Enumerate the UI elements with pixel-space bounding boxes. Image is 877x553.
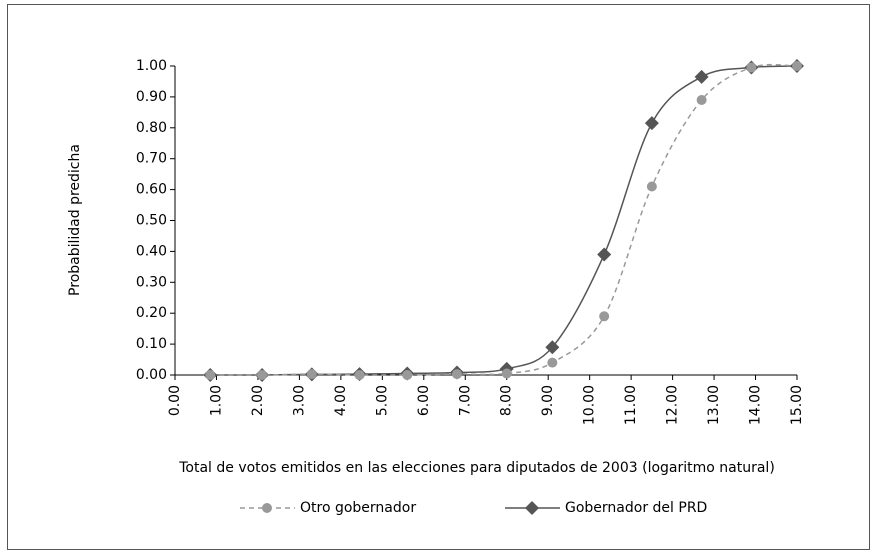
y-tick-label: 0.50 <box>136 213 167 229</box>
y-tick-label: 0.20 <box>136 305 167 321</box>
data-point <box>597 247 612 262</box>
data-point <box>501 368 512 379</box>
x-tick-label: 12.00 <box>665 385 681 425</box>
x-tick-label: 8.00 <box>499 385 515 416</box>
data-point <box>451 369 462 380</box>
data-point <box>746 62 757 73</box>
data-point <box>205 370 216 380</box>
data-point <box>792 61 802 71</box>
x-tick-label: 10.00 <box>582 385 598 425</box>
x-axis-label: Total de votos emitidos en las eleccione… <box>178 460 775 476</box>
x-tick-label: 13.00 <box>706 385 722 425</box>
x-tick-label: 0.00 <box>167 385 183 416</box>
frame <box>7 4 870 550</box>
data-point <box>545 340 560 355</box>
data-point <box>694 69 709 84</box>
y-axis-label: Probabilidad predicha <box>67 144 83 296</box>
y-tick-label: 0.10 <box>136 336 167 352</box>
y-tick-label: 0.30 <box>136 274 167 290</box>
data-point <box>306 369 317 380</box>
data-point <box>402 370 413 380</box>
data-point <box>646 181 657 192</box>
x-tick-label: 5.00 <box>374 385 390 416</box>
y-tick-label: 0.80 <box>136 120 167 136</box>
legend-marker <box>525 501 539 515</box>
x-tick-label: 6.00 <box>416 385 432 416</box>
legend-marker <box>262 503 272 513</box>
x-tick-label: 7.00 <box>457 385 473 416</box>
y-tick-label: 0.90 <box>136 89 167 105</box>
x-tick-label: 4.00 <box>333 385 349 416</box>
y-tick-label: 0.60 <box>136 182 167 198</box>
legend-label: Otro gobernador <box>300 500 416 516</box>
data-point <box>547 357 558 368</box>
x-tick-label: 1.00 <box>208 385 224 416</box>
y-tick-label: 0.00 <box>136 367 167 383</box>
y-tick-label: 0.40 <box>136 243 167 259</box>
x-tick-label: 3.00 <box>291 385 307 416</box>
x-tick-label: 9.00 <box>540 385 556 416</box>
data-point <box>599 311 610 322</box>
y-tick-label: 1.00 <box>136 58 167 74</box>
data-point <box>354 370 365 380</box>
data-point <box>696 94 707 105</box>
x-tick-label: 15.00 <box>789 385 805 425</box>
x-tick-label: 11.00 <box>623 385 639 425</box>
legend-label: Gobernador del PRD <box>565 500 707 516</box>
x-tick-label: 14.00 <box>748 385 764 425</box>
y-tick-label: 0.70 <box>136 151 167 167</box>
x-tick-label: 2.00 <box>250 385 266 416</box>
data-point <box>257 370 268 380</box>
data-point <box>644 116 659 131</box>
